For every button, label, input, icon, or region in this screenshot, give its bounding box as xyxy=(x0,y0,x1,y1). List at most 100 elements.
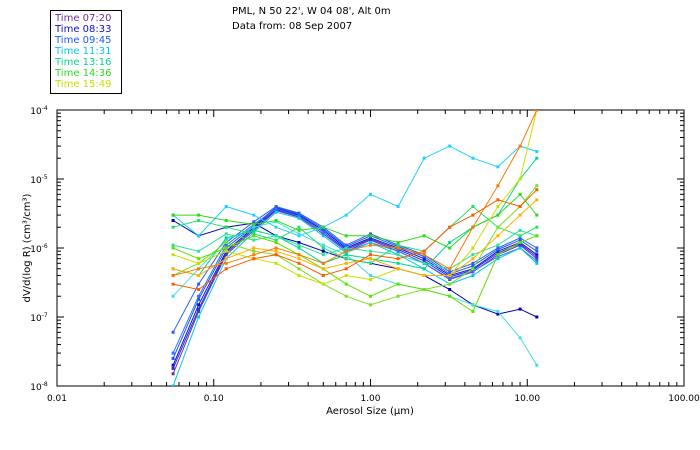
data-point xyxy=(224,205,228,208)
data-point xyxy=(518,236,522,240)
legend-item-0720: Time 07:20 xyxy=(55,13,112,24)
data-point xyxy=(344,274,348,277)
data-point xyxy=(224,261,228,265)
series-line xyxy=(172,207,538,366)
data-point xyxy=(252,246,256,250)
data-point xyxy=(344,246,348,250)
data-point xyxy=(535,315,539,319)
data-point xyxy=(496,234,500,238)
series-line xyxy=(173,193,538,249)
data-point xyxy=(396,267,400,271)
data-point xyxy=(171,246,175,250)
series-line xyxy=(172,110,538,285)
chart-location: PML, N 50 22', W 04 08', Alt 0m xyxy=(232,6,391,17)
data-point xyxy=(344,267,348,271)
data-point xyxy=(422,249,426,253)
data-point xyxy=(471,213,475,217)
data-point xyxy=(197,234,201,238)
data-point xyxy=(369,249,372,253)
data-point xyxy=(224,249,228,253)
data-point xyxy=(297,267,301,271)
series-line xyxy=(172,110,538,276)
data-point xyxy=(252,213,256,217)
data-point xyxy=(224,267,228,271)
data-point xyxy=(171,372,175,376)
data-point xyxy=(496,184,500,188)
data-point xyxy=(471,225,475,229)
series-line xyxy=(172,145,537,237)
data-point xyxy=(535,261,539,265)
y-tick-label: 10-7 xyxy=(30,312,48,324)
data-point xyxy=(274,241,278,244)
y-tick-exponent: -4 xyxy=(42,105,48,112)
data-point xyxy=(535,110,539,112)
data-point xyxy=(197,307,201,311)
data-point xyxy=(396,282,400,286)
data-point xyxy=(197,261,201,265)
data-point xyxy=(274,246,278,250)
data-point xyxy=(224,251,228,255)
data-point xyxy=(252,227,256,231)
data-point xyxy=(518,336,522,340)
series-line xyxy=(172,208,538,354)
data-point xyxy=(252,228,256,232)
data-point xyxy=(496,165,500,169)
data-point xyxy=(297,228,301,232)
data-point xyxy=(171,219,175,222)
legend-item-1436: Time 14:36 xyxy=(55,68,112,79)
data-point xyxy=(369,303,372,307)
data-point xyxy=(496,310,500,313)
data-point xyxy=(369,278,372,281)
data-point xyxy=(252,222,256,226)
data-point xyxy=(471,253,475,257)
data-point xyxy=(422,234,426,238)
data-point xyxy=(496,246,500,250)
data-point xyxy=(369,192,372,196)
legend-item-0945: Time 09:45 xyxy=(55,35,112,46)
data-point xyxy=(252,249,256,253)
data-point xyxy=(252,230,256,234)
data-point xyxy=(252,220,256,224)
data-point xyxy=(422,274,426,277)
data-point xyxy=(344,249,348,253)
data-point xyxy=(297,274,301,277)
data-point xyxy=(274,207,278,211)
data-point xyxy=(297,241,301,244)
data-point xyxy=(448,241,452,244)
data-point xyxy=(471,264,475,268)
data-point xyxy=(197,213,201,217)
data-point xyxy=(369,294,372,298)
data-point xyxy=(471,246,475,250)
data-point xyxy=(197,310,201,313)
data-point xyxy=(518,192,522,196)
data-point xyxy=(344,294,348,298)
data-point xyxy=(171,384,175,386)
data-point xyxy=(422,257,426,261)
data-point xyxy=(396,243,400,247)
data-point xyxy=(171,213,175,217)
data-point xyxy=(369,234,372,238)
plot-frame xyxy=(56,109,685,387)
y-tick-exponent: -5 xyxy=(42,174,48,181)
data-point xyxy=(197,315,201,319)
data-point xyxy=(471,310,475,313)
data-point xyxy=(448,288,452,291)
data-point xyxy=(297,211,301,215)
data-point xyxy=(535,184,539,188)
y-tick-exponent: -7 xyxy=(42,312,48,319)
data-point xyxy=(197,303,201,307)
data-point xyxy=(252,253,256,257)
data-point xyxy=(369,232,372,236)
data-point xyxy=(448,246,452,250)
data-point xyxy=(274,234,278,238)
data-point xyxy=(344,257,348,261)
series-line xyxy=(172,235,537,313)
y-tick-label: 10-8 xyxy=(30,381,48,393)
data-point xyxy=(518,238,522,242)
data-point xyxy=(252,257,256,261)
data-point xyxy=(224,257,228,261)
data-point xyxy=(396,241,400,244)
data-point xyxy=(171,267,175,271)
data-point xyxy=(224,236,228,240)
data-point xyxy=(171,243,175,247)
